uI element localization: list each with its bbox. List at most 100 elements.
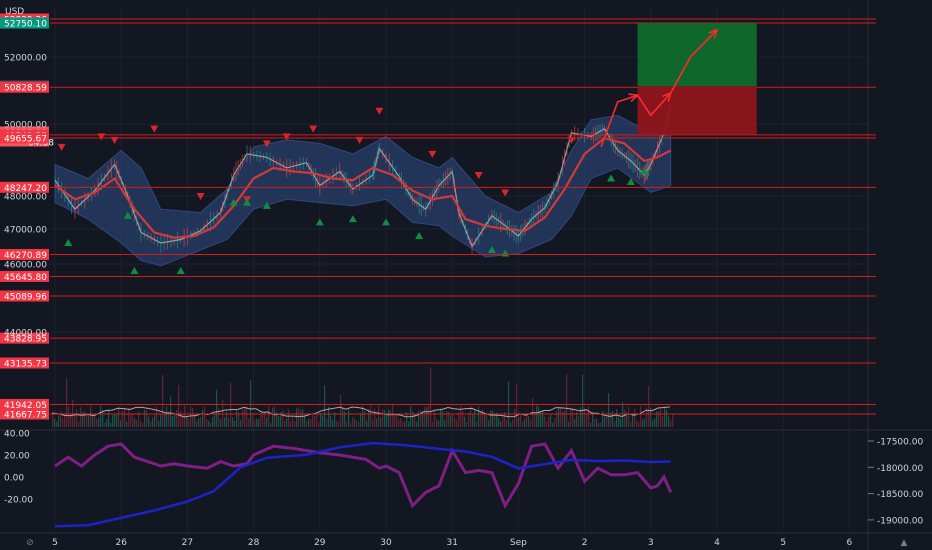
volume-bar [492,410,494,427]
volume-bar [130,414,132,427]
volume-bar [296,408,298,427]
volume-bar [92,414,94,427]
volume-bar [634,408,636,427]
volume-bar [176,410,178,427]
volume-bar [490,410,492,427]
volume-bar [132,414,134,427]
volume-bar [340,394,342,427]
volume-bar [150,421,152,427]
volume-bar [652,420,654,427]
volume-bar [174,413,176,427]
volume-bar [462,411,464,427]
sell-marker [57,143,66,151]
volume-bar [388,409,390,427]
volume-bar [386,412,388,427]
volume-bar [590,422,592,427]
volume-bar [512,419,514,427]
volume-bar [628,406,630,427]
position-box[interactable] [637,23,757,135]
volume-bar [584,408,586,427]
volume-bar [94,414,96,427]
volume-bar [344,411,346,427]
volume-bar [608,393,610,427]
volume-bar [224,417,226,427]
volume-bar [270,422,272,427]
volume-bar [610,412,612,427]
volume-bar [316,414,318,427]
volume-bar [256,418,258,427]
volume-bar [630,421,632,427]
volume-bar [60,411,62,427]
volume-bar [366,420,368,427]
volume-bar [144,409,146,427]
volume-bar [102,409,104,427]
volume-bar [550,413,552,427]
buy-marker [123,211,132,219]
target-zone [637,23,757,87]
level-label-box [0,357,49,369]
level-label-box [0,408,49,420]
volume-bar [246,407,248,427]
volume-bar [556,411,558,427]
volume-bar [622,402,624,427]
level-label-box [0,332,49,344]
volume-bar [166,406,168,427]
level-label: 41667.75 [4,411,47,421]
volume-bar [446,410,448,427]
sell-marker [355,136,364,144]
volume-bar [646,408,648,427]
volume-bar [222,399,224,427]
level-label-box [0,290,49,302]
volume-bar [526,413,528,427]
volume-bar [592,411,594,427]
time-axis-label: Sep [510,538,527,548]
volume-bar [414,413,416,427]
buy-marker [382,218,390,226]
volume-bar [510,422,512,427]
volume-bar [396,416,398,427]
volume-bar [606,413,608,427]
volume-bar [586,413,588,427]
price-axis-label: 44000.00 [4,329,47,339]
volume-bar [74,413,76,427]
oscillator-axis-label: 20.00 [4,452,30,462]
moving-average [54,136,672,239]
volume-bar [620,418,622,427]
volume-bar [70,413,72,427]
volume-bar [560,408,562,427]
horizontal-levels: 52839.3652750.1050855.9350828.5949825.00… [0,13,876,421]
volume-bar [548,416,550,427]
volume-bar [496,412,498,427]
volume-bar [274,406,276,427]
volume-bar [190,406,192,427]
volume-bar [282,410,284,427]
volume-bar [640,406,642,427]
volume-bar [378,405,380,427]
volume-bar [110,422,112,427]
volume-bar [90,405,92,427]
volume-bar [238,412,240,427]
volume-bar [118,406,120,427]
volume-bar [540,410,542,427]
volume-bar [204,406,206,427]
volume-bar [464,416,466,427]
volume-bar [482,409,484,427]
volume-bar [358,421,360,427]
volume-bar [304,415,306,427]
volume-bar [554,418,556,427]
volume-bar [474,409,476,427]
volume-bar [456,419,458,427]
volume-bar [82,412,84,427]
volume-bar [280,412,282,427]
volume-bar [200,417,202,427]
volume-bar [374,408,376,427]
stop-zone [637,86,757,135]
buy-marker [242,198,251,206]
volume-bar [572,408,574,427]
corner-controls: ⊘ ▲ [26,538,907,548]
volume-bar [56,421,58,427]
volume-bar [250,380,252,427]
volume-bar [412,411,414,427]
volume-bar [516,383,518,427]
